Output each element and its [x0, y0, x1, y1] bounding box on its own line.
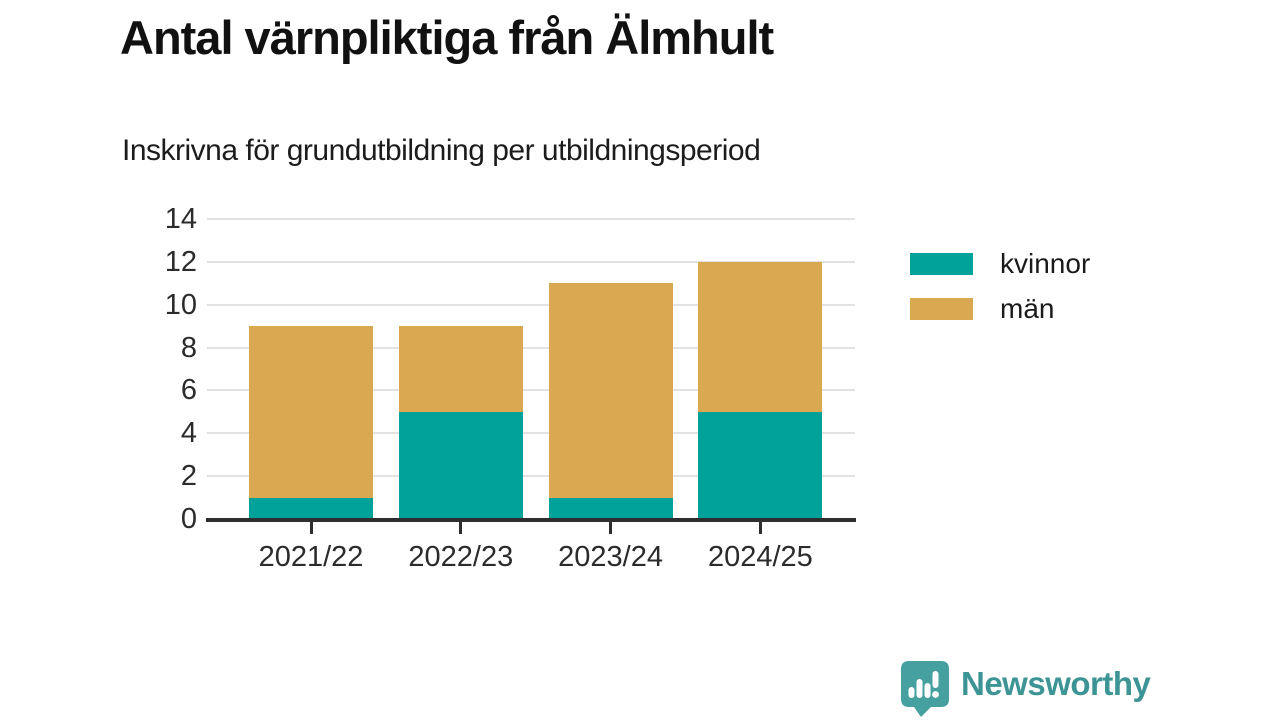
x-axis-line [206, 518, 856, 522]
y-tick-label: 0 [180, 503, 197, 535]
newsworthy-logo: Newsworthy [897, 659, 1151, 717]
legend-item-män: män [910, 293, 1090, 324]
x-tick-label: 2021/22 [258, 541, 364, 573]
y-tick-label: 2 [180, 460, 197, 493]
legend-label-män: män [1000, 293, 1055, 324]
bar-segment-män-2022/23 [398, 326, 523, 412]
legend-item-kvinnor: kvinnor [910, 248, 1091, 279]
x-tick-label: 2024/25 [707, 541, 813, 573]
bar-segment-män-2024/25 [698, 261, 823, 412]
y-tick-label: 10 [164, 288, 197, 321]
bar-segment-kvinnor-2024/25 [698, 411, 823, 519]
bar-segment-kvinnor-2022/23 [398, 411, 523, 519]
y-tick-label: 4 [180, 417, 197, 450]
y-tick-label: 6 [180, 374, 197, 407]
legend-label-kvinnor: kvinnor [1000, 248, 1091, 279]
x-tick-label: 2022/23 [408, 541, 514, 573]
y-tick-label: 12 [164, 245, 197, 278]
x-tick-2024/25 [758, 522, 762, 534]
bar-segment-kvinnor-2023/24 [548, 497, 673, 519]
bar-segment-män-2023/24 [548, 283, 673, 498]
x-tick-label: 2023/24 [558, 541, 663, 573]
legend-swatch-kvinnor [910, 253, 973, 275]
newsworthy-wordmark: Newsworthy [961, 665, 1151, 702]
bar-segment-män-2021/22 [249, 326, 373, 498]
x-tick-2021/22 [309, 522, 313, 534]
gridline-y-10 [207, 303, 855, 306]
plot-area [207, 218, 855, 519]
legend: kvinnor män [910, 248, 1091, 324]
chart-subtitle: Inskrivna för grundutbildning per utbild… [122, 134, 761, 167]
y-tick-label: 14 [164, 203, 197, 235]
chart-title: Antal värnpliktiga från Älmhult [120, 11, 774, 64]
gridline-y-12 [207, 260, 855, 263]
y-tick-label: 8 [180, 331, 197, 364]
bar-segment-kvinnor-2021/22 [249, 497, 373, 519]
gridline-y-14 [207, 218, 855, 220]
gridline-y-6 [207, 389, 855, 392]
newsworthy-icon [901, 661, 949, 717]
legend-swatch-män [910, 298, 973, 320]
x-tick-2023/24 [609, 522, 613, 534]
x-tick-2022/23 [459, 522, 463, 534]
gridline-y-4 [207, 432, 855, 435]
gridline-y-2 [207, 475, 855, 478]
gridline-y-8 [207, 346, 855, 349]
